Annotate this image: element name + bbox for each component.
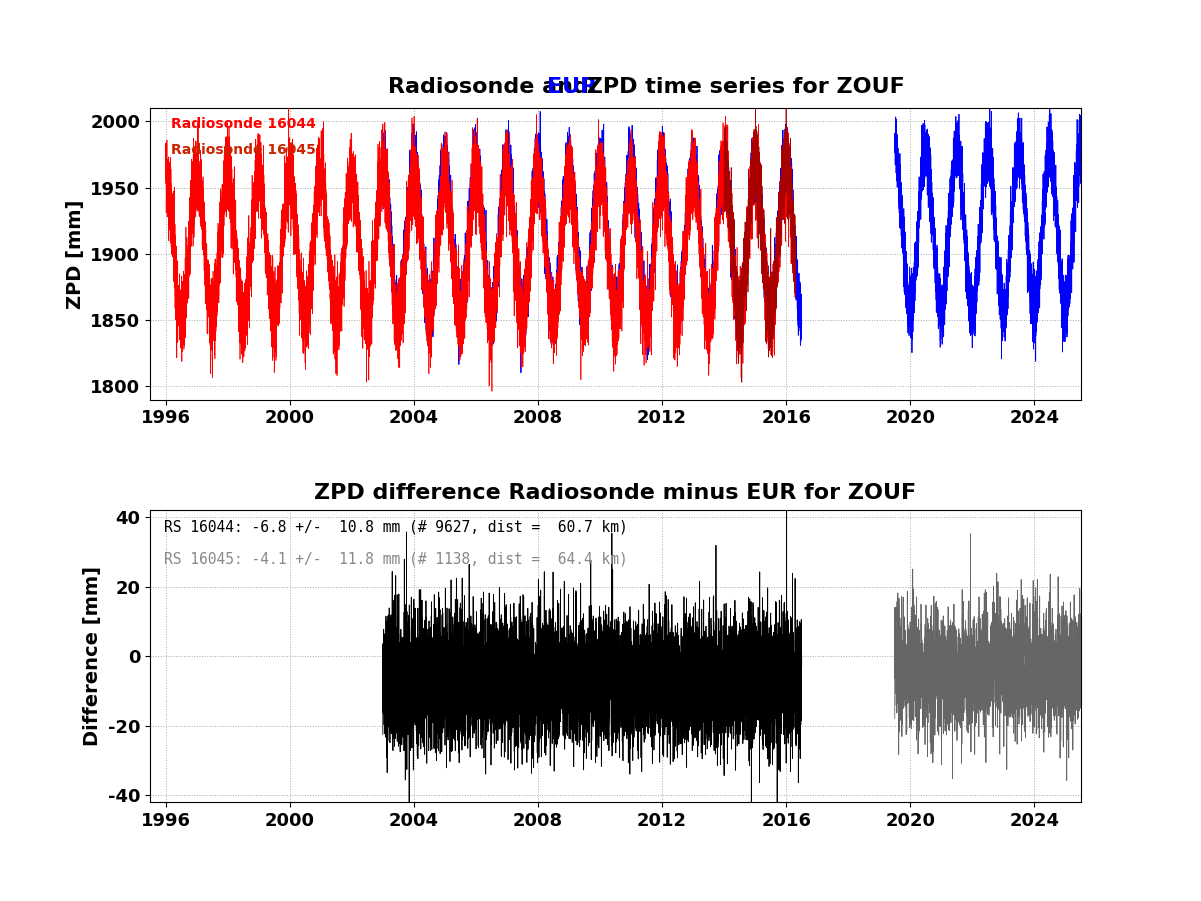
Text: EUR: EUR: [546, 77, 597, 97]
Text: ZPD time series for ZOUF: ZPD time series for ZOUF: [579, 77, 904, 97]
Title: ZPD difference Radiosonde minus EUR for ZOUF: ZPD difference Radiosonde minus EUR for …: [315, 483, 916, 504]
Y-axis label: Difference [mm]: Difference [mm]: [83, 566, 102, 746]
Y-axis label: ZPD [mm]: ZPD [mm]: [66, 199, 85, 308]
Text: RS 16044: -6.8 +/-  10.8 mm (# 9627, dist =  60.7 km): RS 16044: -6.8 +/- 10.8 mm (# 9627, dist…: [165, 519, 628, 534]
Text: RS 16045: -4.1 +/-  11.8 mm (# 1138, dist =  64.4 km): RS 16045: -4.1 +/- 11.8 mm (# 1138, dist…: [165, 551, 628, 566]
Text: Radiosonde 16045: Radiosonde 16045: [171, 143, 316, 157]
Text: Radiosonde and: Radiosonde and: [388, 77, 597, 97]
Text: Radiosonde 16044: Radiosonde 16044: [171, 117, 316, 131]
